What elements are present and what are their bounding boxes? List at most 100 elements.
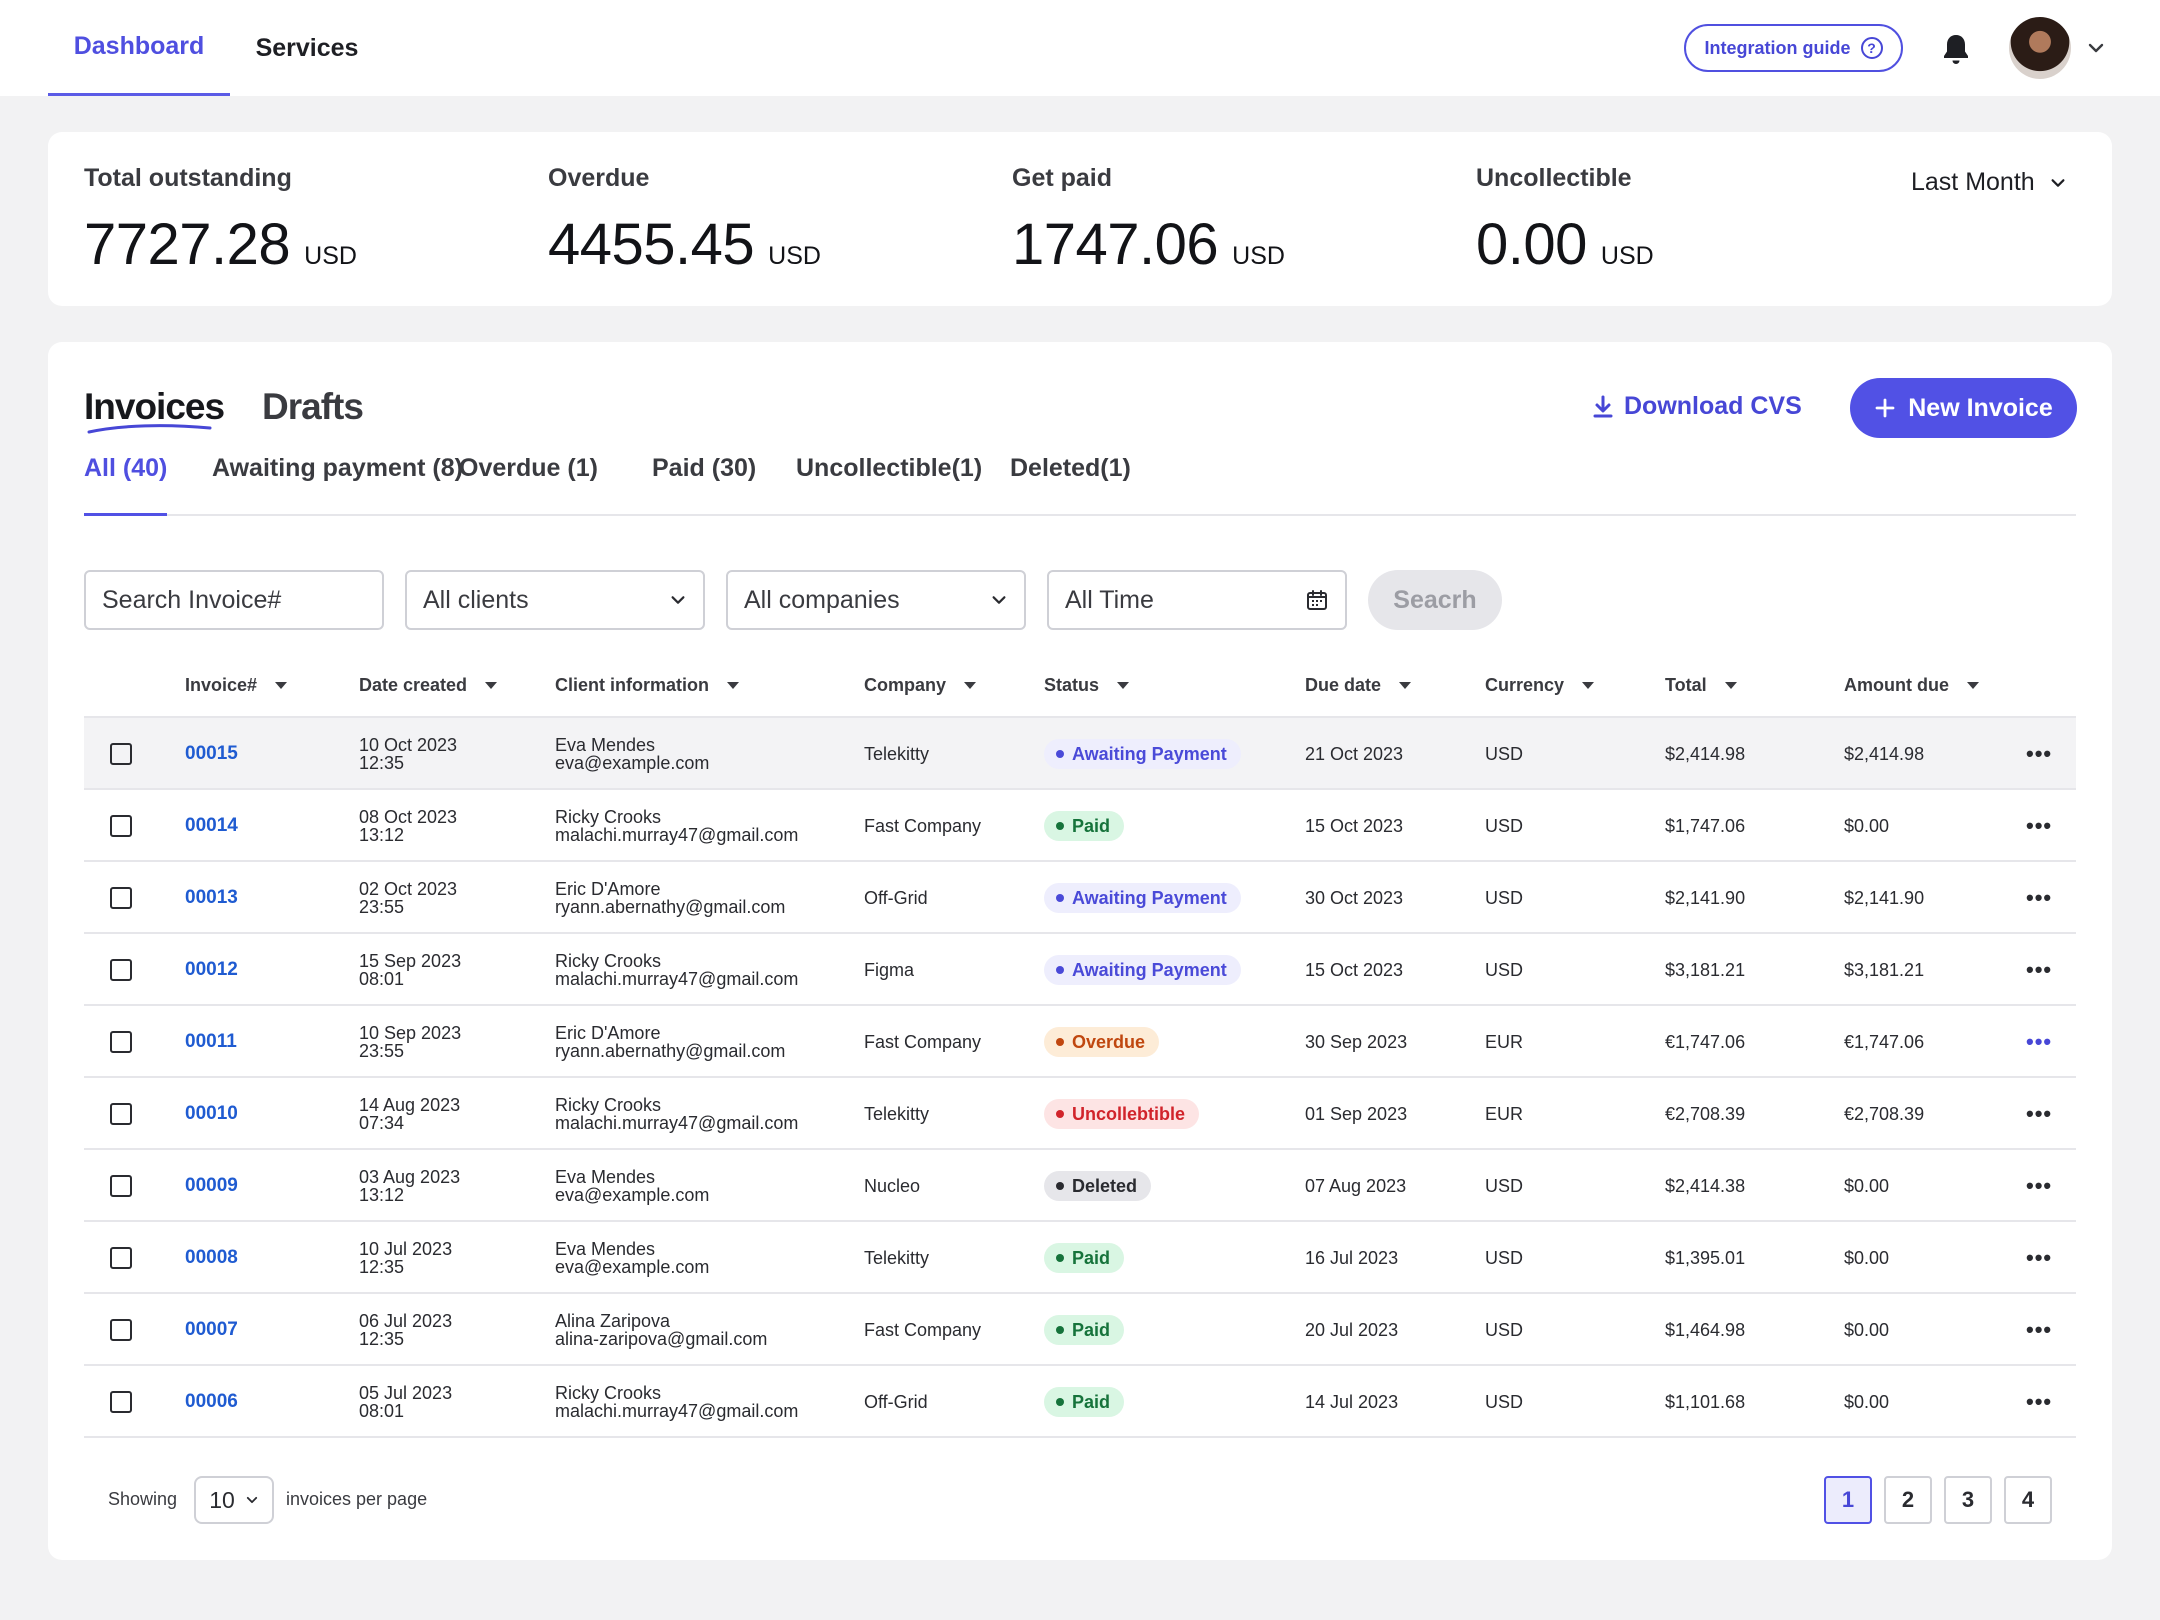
status-label: Awaiting Payment <box>1072 959 1227 980</box>
new-invoice-button[interactable]: New Invoice <box>1850 378 2077 438</box>
chevron-down-icon[interactable] <box>2086 38 2106 58</box>
search-invoice-input[interactable]: Search Invoice# <box>84 570 384 630</box>
column-header-status[interactable]: Status <box>1044 652 1130 718</box>
row-checkbox[interactable] <box>110 959 132 981</box>
plus-icon <box>1875 398 1895 418</box>
bell-icon[interactable] <box>1940 32 1972 66</box>
client-information: Ricky Crooks malachi.murray47@gmail.com <box>555 1366 798 1438</box>
row-checkbox[interactable] <box>110 1247 132 1269</box>
tab-invoices[interactable]: Invoices <box>84 386 225 427</box>
more-options-icon[interactable]: ••• <box>2026 1389 2053 1414</box>
period-dropdown[interactable]: Last Month <box>1911 168 2067 197</box>
client-email: malachi.murray47@gmail.com <box>555 969 799 989</box>
total: $3,181.21 <box>1665 959 1746 980</box>
row-checkbox[interactable] <box>110 1031 132 1053</box>
per-page-select[interactable]: 10 <box>194 1476 274 1524</box>
table-row[interactable]: 00014 08 Oct 2023 13:12 Ricky Crooks malachi… <box>84 790 2076 862</box>
invoice-number[interactable]: 00009 <box>185 1175 238 1196</box>
more-options-icon[interactable]: ••• <box>2026 1173 2053 1198</box>
column-header-currency[interactable]: Currency <box>1485 652 1595 718</box>
stat-unit: USD <box>304 242 357 270</box>
table-row[interactable]: 00013 02 Oct 2023 23:55 Eric D'Amore ryann.a… <box>84 862 2076 934</box>
tab-dashboard[interactable]: Dashboard <box>48 0 230 96</box>
column-header-date[interactable]: Date created <box>359 652 498 718</box>
tab-drafts[interactable]: Drafts <box>262 386 364 427</box>
column-header-total[interactable]: Total <box>1665 652 1737 718</box>
search-button[interactable]: Seacrh <box>1368 570 1502 630</box>
stat-value: 0.00 <box>1476 212 1587 277</box>
table-row[interactable]: 00006 05 Jul 2023 08:01 Ricky Crooks malachi… <box>84 1366 2076 1438</box>
table-row[interactable]: 00010 14 Aug 2023 07:34 Ricky Crooks malachi… <box>84 1078 2076 1150</box>
tab-overdue[interactable]: Overdue (1) <box>459 454 598 482</box>
tab-awaiting-payment[interactable]: Awaiting payment (8) <box>212 454 463 482</box>
due-date: 30 Sep 2023 <box>1305 1031 1408 1052</box>
invoice-number[interactable]: 00008 <box>185 1247 238 1268</box>
client-email: ryann.abernathy@gmail.com <box>555 897 786 917</box>
more-options-icon[interactable]: ••• <box>2026 1101 2053 1126</box>
row-checkbox[interactable] <box>110 1175 132 1197</box>
companies-select[interactable]: All companies <box>726 570 1026 630</box>
invoice-number[interactable]: 00011 <box>185 1031 237 1052</box>
more-options-icon[interactable]: ••• <box>2026 1245 2053 1270</box>
stats-card: Total outstanding 7727.28 USD Overdue 44… <box>48 132 2112 306</box>
invoice-number[interactable]: 00015 <box>185 743 238 764</box>
more-options-icon[interactable]: ••• <box>2026 885 2053 910</box>
invoice-number[interactable]: 00010 <box>185 1103 238 1124</box>
amount-due: $0.00 <box>1844 1391 1890 1412</box>
column-header-company[interactable]: Company <box>864 652 977 718</box>
invoice-number[interactable]: 00006 <box>185 1391 238 1412</box>
time-range-picker[interactable]: All Time <box>1047 570 1347 630</box>
clients-select[interactable]: All clients <box>405 570 705 630</box>
status-badge: Awaiting Payment <box>1044 883 1241 913</box>
more-options-icon[interactable]: ••• <box>2026 1029 2053 1054</box>
invoice-number[interactable]: 00012 <box>185 959 238 980</box>
table-row[interactable]: 00015 10 Oct 2023 12:35 Eva Mendes eva@examp… <box>84 718 2076 790</box>
amount-due: $2,141.90 <box>1844 887 1925 908</box>
column-header-client[interactable]: Client information <box>555 652 739 718</box>
row-checkbox[interactable] <box>110 743 132 765</box>
date-created-date: 10 Jul 2023 <box>359 1239 453 1259</box>
more-options-icon[interactable]: ••• <box>2026 813 2053 838</box>
tab-deleted[interactable]: Deleted(1) <box>1010 454 1131 482</box>
column-header-due-date[interactable]: Due date <box>1305 652 1412 718</box>
status-badge: Uncollebtible <box>1044 1099 1200 1129</box>
page-button-3[interactable]: 3 <box>1944 1476 1992 1524</box>
page-button-2[interactable]: 2 <box>1884 1476 1932 1524</box>
currency: USD <box>1485 1391 1524 1412</box>
more-options-icon[interactable]: ••• <box>2026 1317 2053 1342</box>
currency: EUR <box>1485 1031 1524 1052</box>
row-checkbox[interactable] <box>110 887 132 909</box>
tab-services[interactable]: Services <box>255 33 359 62</box>
integration-guide-button[interactable]: Integration guide ? <box>1684 24 1903 72</box>
status-dot-icon <box>1056 966 1064 974</box>
table-row[interactable]: 00008 10 Jul 2023 12:35 Eva Mendes eva@examp… <box>84 1222 2076 1294</box>
client-name: Ricky Crooks <box>555 807 662 827</box>
client-email: eva@example.com <box>555 1185 710 1205</box>
avatar[interactable] <box>2009 17 2071 79</box>
tab-uncollectible[interactable]: Uncollectible(1) <box>796 454 983 482</box>
more-options-icon[interactable]: ••• <box>2026 741 2053 766</box>
invoice-number[interactable]: 00014 <box>185 815 238 836</box>
date-created: 06 Jul 2023 12:35 <box>359 1294 452 1366</box>
row-checkbox[interactable] <box>110 1103 132 1125</box>
amount-due: $0.00 <box>1844 1175 1890 1196</box>
row-checkbox[interactable] <box>110 815 132 837</box>
client-name: Ricky Crooks <box>555 1095 662 1115</box>
more-options-icon[interactable]: ••• <box>2026 957 2053 982</box>
invoice-number[interactable]: 00013 <box>185 887 238 908</box>
column-header-amount-due[interactable]: Amount due <box>1844 652 1979 718</box>
tab-paid[interactable]: Paid (30) <box>652 454 757 482</box>
page-button-1[interactable]: 1 <box>1824 1476 1872 1524</box>
table-row[interactable]: 00012 15 Sep 2023 08:01 Ricky Crooks malachi… <box>84 934 2076 1006</box>
row-checkbox[interactable] <box>110 1319 132 1341</box>
table-row[interactable]: 00007 06 Jul 2023 12:35 Alina Zaripova alina… <box>84 1294 2076 1366</box>
date-created-time: 12:35 <box>359 1257 405 1277</box>
download-csv-button[interactable]: Download CVS <box>1592 392 1802 421</box>
invoice-number[interactable]: 00007 <box>185 1319 238 1340</box>
tab-all[interactable]: All (40) <box>84 454 168 516</box>
row-checkbox[interactable] <box>110 1391 132 1413</box>
table-row[interactable]: 00011 10 Sep 2023 23:55 Eric D'Amore ryann.a… <box>84 1006 2076 1078</box>
table-row[interactable]: 00009 03 Aug 2023 13:12 Eva Mendes eva@examp… <box>84 1150 2076 1222</box>
page-button-4[interactable]: 4 <box>2004 1476 2052 1524</box>
column-header-invoice[interactable]: Invoice# <box>185 652 288 718</box>
